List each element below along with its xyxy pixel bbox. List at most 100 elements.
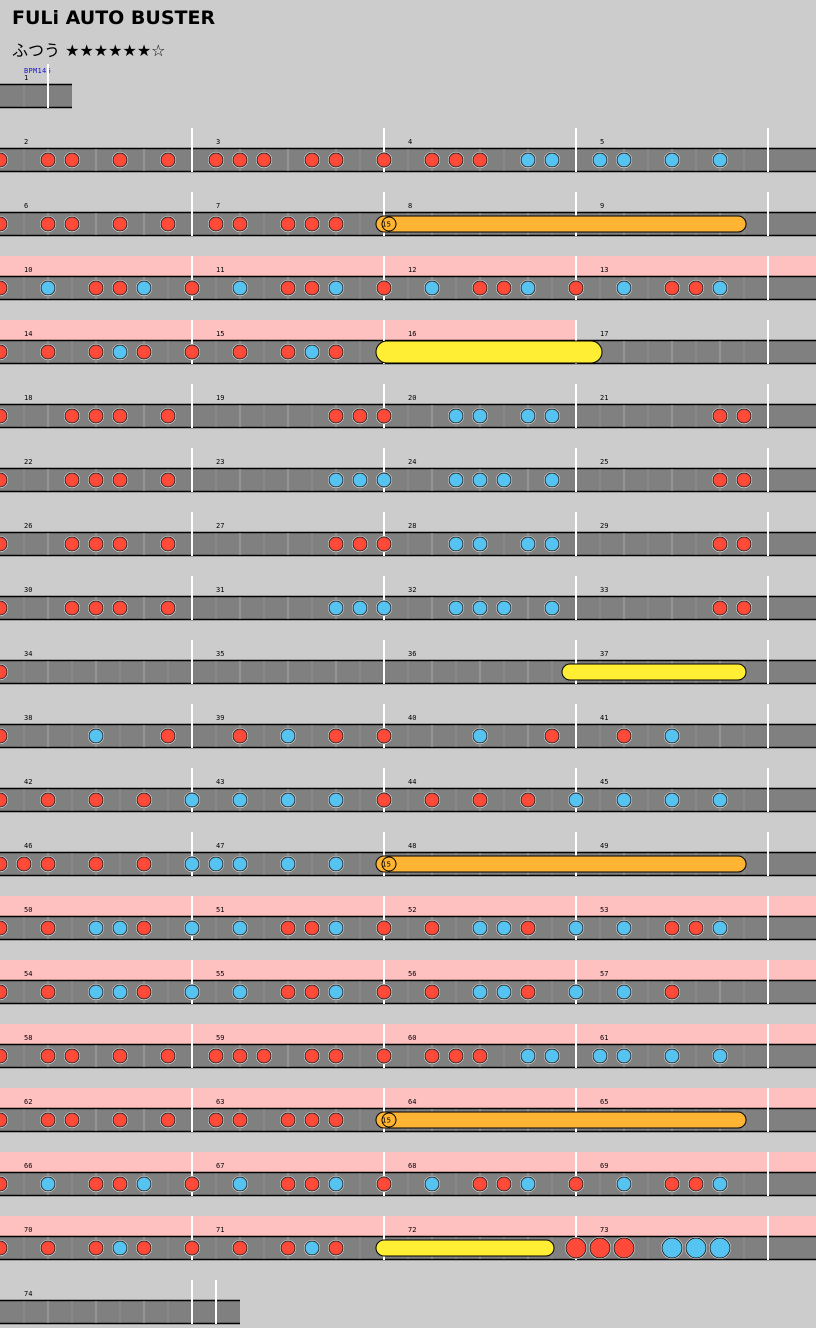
don-note	[304, 920, 320, 936]
gogo-band	[0, 1216, 816, 1236]
don-note	[160, 728, 176, 744]
don-note	[688, 920, 704, 936]
measure-number: 16	[408, 330, 416, 338]
don-note	[208, 1048, 224, 1064]
gogo-band	[0, 1152, 816, 1172]
don-note	[304, 1176, 320, 1192]
don-note	[136, 792, 152, 808]
ka-note	[520, 280, 536, 296]
gogo-band	[0, 960, 816, 980]
measure-number: 23	[216, 458, 224, 466]
don-note	[328, 536, 344, 552]
measure-number: 17	[600, 330, 608, 338]
ka-note	[136, 280, 152, 296]
measure-number: 32	[408, 586, 416, 594]
ka-note	[616, 920, 632, 936]
measure-number: 43	[216, 778, 224, 786]
don-note	[736, 408, 752, 424]
bpm-label: BPM145	[24, 67, 52, 75]
ka-note	[112, 984, 128, 1000]
ka-note	[184, 792, 200, 808]
measure-number: 61	[600, 1034, 608, 1042]
gogo-band	[0, 256, 816, 276]
don-note	[232, 1112, 248, 1128]
don-note	[568, 280, 584, 296]
balloon-bar	[375, 1239, 555, 1257]
don-note	[160, 152, 176, 168]
ka-note	[544, 152, 560, 168]
don-note	[64, 1048, 80, 1064]
don-note	[328, 344, 344, 360]
don-note	[280, 1112, 296, 1128]
gogo-band	[0, 896, 816, 916]
don-note	[160, 216, 176, 232]
don-note	[0, 1176, 8, 1192]
don-note	[112, 472, 128, 488]
don-note	[208, 1112, 224, 1128]
ka-note	[616, 984, 632, 1000]
ka-note	[712, 1048, 728, 1064]
measure-number: 71	[216, 1226, 224, 1234]
measure-number: 5	[600, 138, 604, 146]
difficulty-stars: ★★★★★★☆	[65, 41, 166, 60]
don-note	[376, 728, 392, 744]
ka-note	[88, 920, 104, 936]
don-note	[304, 280, 320, 296]
don-note	[136, 856, 152, 872]
don-note	[304, 152, 320, 168]
don-note	[664, 920, 680, 936]
ka-note	[616, 280, 632, 296]
measure-number: 51	[216, 906, 224, 914]
don-note	[232, 728, 248, 744]
ka-note	[544, 1048, 560, 1064]
ka-note	[544, 600, 560, 616]
measure-number: 48	[408, 842, 416, 850]
measure-number: 55	[216, 970, 224, 978]
measure-number: 30	[24, 586, 32, 594]
don-note	[112, 600, 128, 616]
ka-note	[664, 728, 680, 744]
don-note	[376, 1176, 392, 1192]
measure-number: 24	[408, 458, 416, 466]
don-note	[280, 1176, 296, 1192]
don-note	[712, 408, 728, 424]
don-note	[0, 280, 8, 296]
ka-note	[592, 152, 608, 168]
don-note	[208, 152, 224, 168]
big-don-note	[589, 1237, 611, 1259]
ka-note	[40, 280, 56, 296]
don-note	[736, 536, 752, 552]
big-ka-note	[685, 1237, 707, 1259]
ka-note	[88, 984, 104, 1000]
don-note	[0, 920, 8, 936]
don-note	[472, 152, 488, 168]
don-note	[328, 1112, 344, 1128]
don-note	[544, 728, 560, 744]
don-note	[0, 856, 8, 872]
don-note	[256, 1048, 272, 1064]
ka-note	[232, 856, 248, 872]
don-note	[112, 216, 128, 232]
don-note	[520, 984, 536, 1000]
drumroll-head	[381, 1112, 397, 1128]
measure-number: 59	[216, 1034, 224, 1042]
gogo-band	[0, 320, 576, 340]
don-note	[160, 1048, 176, 1064]
ka-note	[424, 1176, 440, 1192]
ka-note	[664, 792, 680, 808]
measure-number: 4	[408, 138, 412, 146]
don-note	[472, 280, 488, 296]
don-note	[64, 408, 80, 424]
don-note	[184, 280, 200, 296]
ka-note	[712, 1176, 728, 1192]
ka-note	[448, 408, 464, 424]
don-note	[40, 152, 56, 168]
don-note	[328, 152, 344, 168]
don-note	[280, 280, 296, 296]
ka-note	[328, 600, 344, 616]
don-note	[0, 408, 8, 424]
ka-note	[136, 1176, 152, 1192]
measure-number: 34	[24, 650, 32, 658]
don-note	[0, 1240, 8, 1256]
